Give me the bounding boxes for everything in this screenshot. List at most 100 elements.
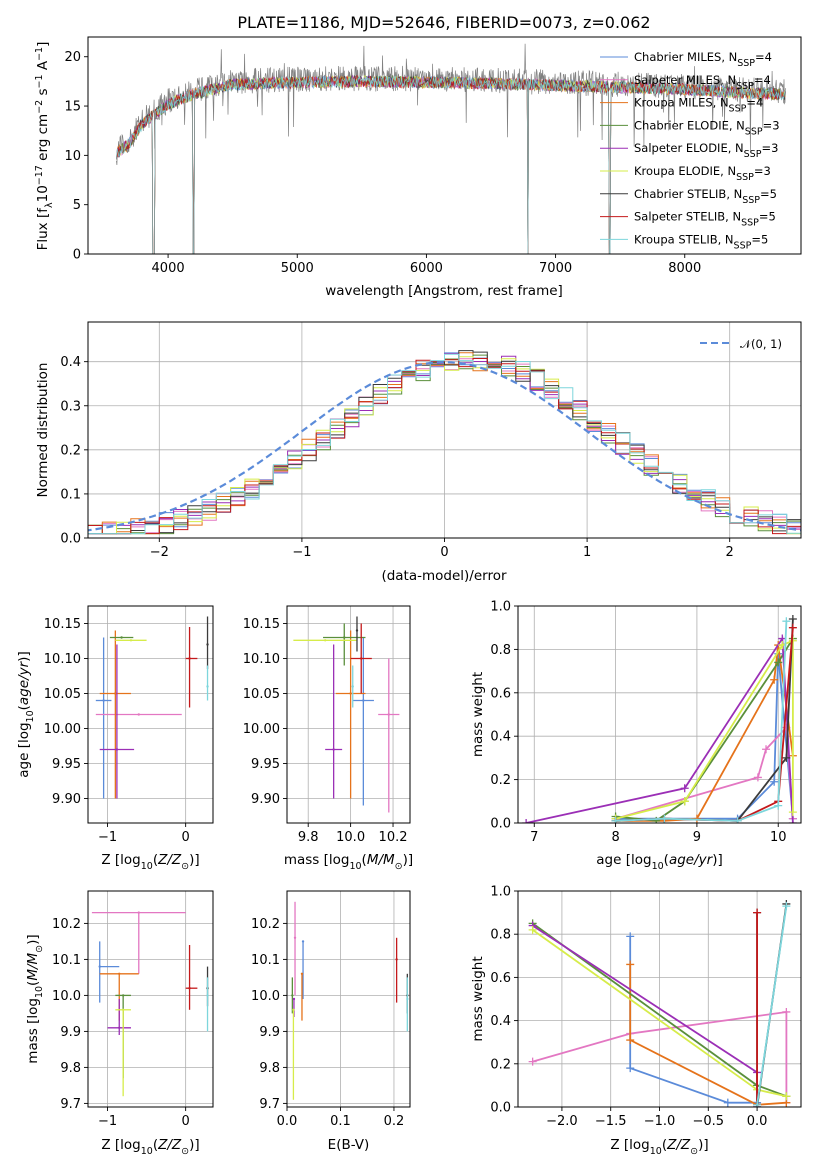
y-tick-label: 10.00 bbox=[243, 722, 280, 737]
x-axis-label: Z [log10(Z/Z⊙)] bbox=[101, 852, 199, 872]
mass-vs-metallicity-panel: −1 0 9.7 9.8 9.9 10.0 10.1 10.2 Z [log10(Z/Z⊙)] m… bbox=[25, 890, 214, 1157]
y-tick-label: 5 bbox=[73, 198, 81, 213]
weight-marker bbox=[528, 1057, 537, 1066]
x-tick-label: 0.2 bbox=[384, 1114, 405, 1129]
y-tick-label: 10.0 bbox=[251, 989, 280, 1004]
data-point bbox=[291, 994, 294, 997]
x-tick-label: −1 bbox=[292, 545, 311, 560]
y-tick-label: 10.15 bbox=[44, 617, 81, 632]
x-axis-label: age [log10(age/yr)] bbox=[596, 852, 722, 872]
data-point bbox=[355, 629, 359, 632]
data-point bbox=[114, 692, 117, 695]
y-tick-label: 0.0 bbox=[490, 1101, 511, 1116]
weight-marker bbox=[626, 1036, 635, 1045]
x-tick-label: 4000 bbox=[152, 261, 185, 276]
x-tick-label: 0 bbox=[182, 830, 190, 845]
y-axis-label: mass weight bbox=[470, 672, 486, 757]
weight-marker bbox=[782, 1092, 791, 1101]
axes-frame bbox=[286, 890, 411, 1108]
weight-marker bbox=[788, 615, 797, 624]
legend-label-7: Salpeter STELIB, NSSP=5 bbox=[634, 210, 776, 229]
weight-marker bbox=[788, 808, 797, 817]
data-point bbox=[387, 713, 390, 716]
y-tick-label: 0.2 bbox=[490, 773, 511, 788]
data-point bbox=[206, 685, 209, 688]
data-point bbox=[121, 994, 125, 997]
x-tick-label: 10.2 bbox=[379, 830, 408, 845]
spectrum-title: PLATE=1186, MJD=52646, FIBERID=0073, z=0… bbox=[237, 13, 650, 32]
y-tick-label: 0 bbox=[73, 248, 81, 263]
x-tick-label: 1 bbox=[583, 545, 591, 560]
legend-label-4: Salpeter ELODIE, NSSP=3 bbox=[634, 141, 778, 160]
x-tick-label: 7 bbox=[530, 830, 538, 845]
data-point bbox=[343, 636, 346, 639]
y-tick-label: 0.0 bbox=[60, 532, 81, 547]
y-tick-label: 9.7 bbox=[60, 1097, 81, 1112]
histogram-series-4 bbox=[88, 353, 801, 535]
data-point bbox=[332, 748, 335, 751]
axes-frame bbox=[87, 605, 214, 824]
x-tick-label: 10.0 bbox=[336, 830, 365, 845]
axes-frame bbox=[87, 321, 802, 539]
y-tick-label: 0.4 bbox=[490, 730, 511, 745]
plot-area bbox=[91, 911, 209, 1097]
x-axis-label: Z [log10(Z/Z⊙)] bbox=[610, 1137, 708, 1157]
x-tick-label: −1 bbox=[98, 1114, 117, 1129]
age-vs-metallicity-panel: −1 0 9.90 9.95 10.00 10.05 10.10 10.15 Z [log10(… bbox=[16, 605, 214, 872]
weight-marker bbox=[774, 658, 783, 667]
y-axis-label: age [log10(age/yr)] bbox=[16, 651, 36, 777]
y-tick-label: 9.9 bbox=[60, 1025, 81, 1040]
y-tick-label: 9.90 bbox=[52, 792, 81, 807]
axes-frame bbox=[517, 890, 802, 1108]
y-tick-label: 10.10 bbox=[44, 652, 81, 667]
plot-area bbox=[291, 901, 409, 1100]
weight-marker bbox=[782, 753, 791, 762]
data-point bbox=[301, 940, 305, 943]
y-tick-label: 0.8 bbox=[490, 643, 511, 658]
plot-area bbox=[293, 616, 400, 813]
weight-marker bbox=[522, 819, 531, 823]
y-tick-label: 10 bbox=[64, 149, 81, 164]
y-tick-label: 10.2 bbox=[251, 917, 280, 932]
data-point bbox=[293, 936, 297, 939]
y-tick-label: 0.2 bbox=[60, 443, 81, 458]
plot-area bbox=[528, 899, 791, 1107]
histogram-series-8 bbox=[88, 353, 801, 535]
y-tick-label: 0.4 bbox=[60, 355, 81, 370]
model-spectrum-8 bbox=[116, 75, 786, 254]
y-tick-label: 9.7 bbox=[259, 1097, 280, 1112]
data-point bbox=[349, 692, 352, 695]
y-tick-label: 0.6 bbox=[490, 686, 511, 701]
data-point bbox=[188, 987, 191, 990]
weight-marker bbox=[626, 932, 635, 941]
weight-line-4 bbox=[525, 635, 794, 823]
data-point bbox=[406, 997, 409, 1001]
spectrum-ylabel: Flux [fλ10−17 erg cm−2 s−1 A−1] bbox=[34, 42, 55, 251]
data-point bbox=[129, 639, 133, 642]
plot-area bbox=[88, 350, 801, 535]
y-tick-label: 0.1 bbox=[60, 487, 81, 502]
legend-label-6: Chabrier STELIB, NSSP=5 bbox=[634, 187, 777, 206]
axes-frame bbox=[286, 605, 411, 824]
y-tick-label: 10.05 bbox=[44, 687, 81, 702]
data-point bbox=[98, 965, 101, 968]
x-tick-label: −0.5 bbox=[693, 1114, 725, 1129]
histogram-series-0 bbox=[88, 352, 801, 535]
legend-label-1: Salpeter MILES, NSSP=4 bbox=[634, 73, 771, 92]
y-tick-label: 10.2 bbox=[52, 917, 81, 932]
weight-marker bbox=[770, 777, 779, 786]
y-tick-label: 20 bbox=[64, 50, 81, 65]
weight-marker bbox=[626, 960, 635, 969]
x-tick-label: 9 bbox=[693, 830, 701, 845]
histogram-ylabel: Normed distribution bbox=[35, 363, 51, 498]
data-point bbox=[292, 1008, 295, 1011]
data-point bbox=[102, 699, 105, 702]
y-tick-label: 0.2 bbox=[490, 1057, 511, 1072]
legend-label-8: Kroupa STELIB, NSSP=5 bbox=[634, 232, 768, 251]
legend-label-normal: 𝒩(0, 1) bbox=[740, 337, 782, 351]
y-tick-label: 10.15 bbox=[243, 617, 280, 632]
y-tick-label: 9.95 bbox=[52, 757, 81, 772]
data-point bbox=[292, 997, 296, 1001]
weight-marker bbox=[528, 925, 537, 934]
weight-marker bbox=[680, 797, 689, 806]
